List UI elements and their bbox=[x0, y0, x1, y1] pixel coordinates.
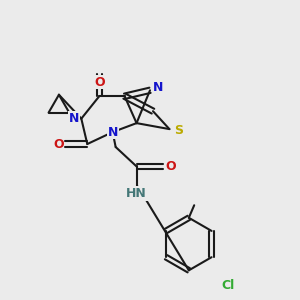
Text: N: N bbox=[107, 126, 118, 139]
Text: S: S bbox=[174, 124, 183, 137]
Text: O: O bbox=[165, 160, 176, 173]
Text: Cl: Cl bbox=[221, 279, 234, 292]
Text: O: O bbox=[53, 137, 64, 151]
Text: O: O bbox=[94, 76, 104, 89]
Text: HN: HN bbox=[126, 187, 147, 200]
Text: N: N bbox=[69, 112, 79, 125]
Text: N: N bbox=[153, 81, 164, 94]
